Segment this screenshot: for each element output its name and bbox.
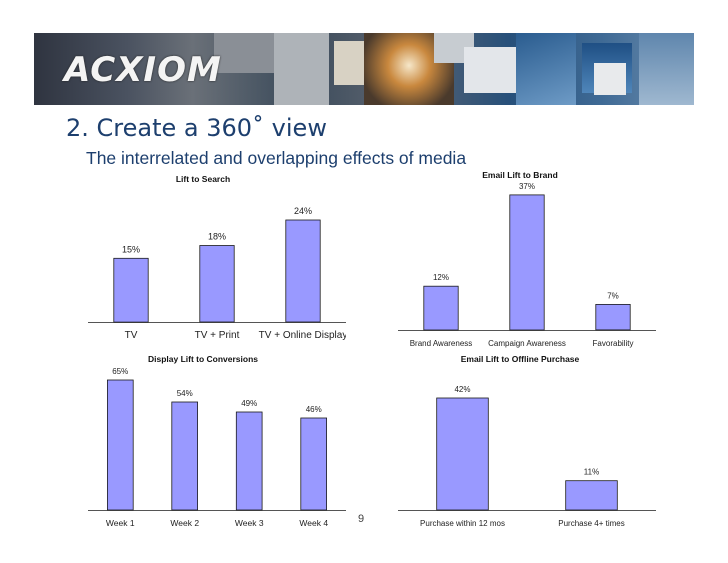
category-label: Brand Awareness <box>410 339 473 348</box>
category-label: Week 4 <box>299 518 328 528</box>
bar-week-4 <box>300 417 328 511</box>
bar-week-1 <box>106 379 134 511</box>
data-label: 54% <box>177 389 193 398</box>
data-label: 11% <box>584 468 599 477</box>
bar-campaign-awareness <box>509 194 545 331</box>
category-label: Purchase within 12 mos <box>420 519 505 528</box>
acxiom-logo: ACXIOM <box>64 50 222 90</box>
chart-title: Display Lift to Conversions <box>148 354 258 364</box>
data-label: 46% <box>306 405 322 414</box>
category-label: Purchase 4+ times <box>558 519 624 528</box>
bar-week-2 <box>171 401 199 511</box>
bar-brand-awareness <box>423 285 459 331</box>
bar-purchase-within-12-mos <box>436 397 489 511</box>
slide-title: 2. Create a 360˚ view <box>66 114 327 142</box>
header-banner: ACXIOM <box>34 33 694 105</box>
bar-purchase-4-times <box>565 480 618 511</box>
data-label: 49% <box>241 399 257 408</box>
banner-photo-tile <box>214 33 274 73</box>
chart-title: Email Lift to Brand <box>482 170 558 180</box>
category-label: Week 1 <box>106 518 135 528</box>
category-label: Campaign Awareness <box>488 339 566 348</box>
data-label: 12% <box>433 273 449 282</box>
chart-email-lift-to-brand: Email Lift to Brand 12% Brand Awareness 37%… <box>398 170 656 348</box>
category-label: Week 2 <box>170 518 199 528</box>
banner-photo-tile <box>274 33 329 105</box>
bar-favorability <box>595 303 631 331</box>
bar-tv-print <box>199 245 235 323</box>
category-label: Favorability <box>593 339 634 348</box>
chart-email-lift-to-offline-purchase: Email Lift to Offline Purchase 42% Purchas… <box>398 354 656 528</box>
data-label: 37% <box>519 182 535 191</box>
page-number: 9 <box>358 513 365 525</box>
data-label: 15% <box>122 244 140 254</box>
data-label: 18% <box>208 232 226 242</box>
chart-display-lift-to-conversions: Display Lift to Conversions 65% Week 1 54% W… <box>88 354 346 528</box>
slide-subtitle: The interrelated and overlapping effects… <box>86 148 467 168</box>
chart-title: Lift to Search <box>176 174 230 184</box>
banner-photo-tile <box>639 33 694 105</box>
category-label: TV + Online Display <box>259 330 346 341</box>
bar-tv <box>113 257 149 323</box>
data-label: 65% <box>112 367 128 376</box>
data-label: 42% <box>454 385 470 394</box>
category-label: Week 3 <box>235 518 264 528</box>
banner-photo-tile <box>594 63 626 95</box>
data-label: 7% <box>607 291 619 300</box>
chart-title: Email Lift to Offline Purchase <box>461 354 580 364</box>
category-label: TV + Print <box>195 330 240 341</box>
category-label: TV <box>125 330 138 341</box>
data-label: 24% <box>294 206 312 216</box>
bar-week-3 <box>235 411 263 511</box>
banner-photo-tile <box>464 47 516 93</box>
banner-photo-tile <box>516 33 576 105</box>
chart-lift-to-search: Lift to Search 15% TV 18% TV + Print 24% TV + … <box>88 174 346 341</box>
bar-tv-online-display <box>285 219 321 323</box>
